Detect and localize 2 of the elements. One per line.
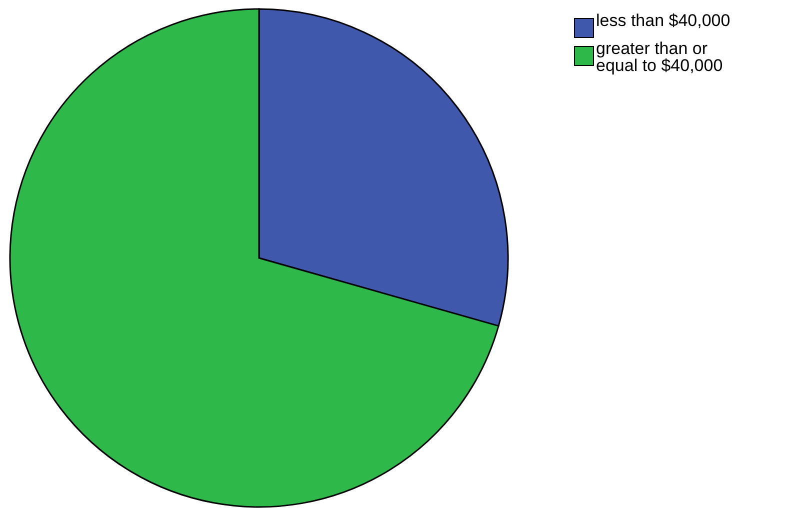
legend-label: greater than or equal to $40,000 (596, 39, 724, 75)
legend-label: less than $40,000 (596, 11, 732, 30)
